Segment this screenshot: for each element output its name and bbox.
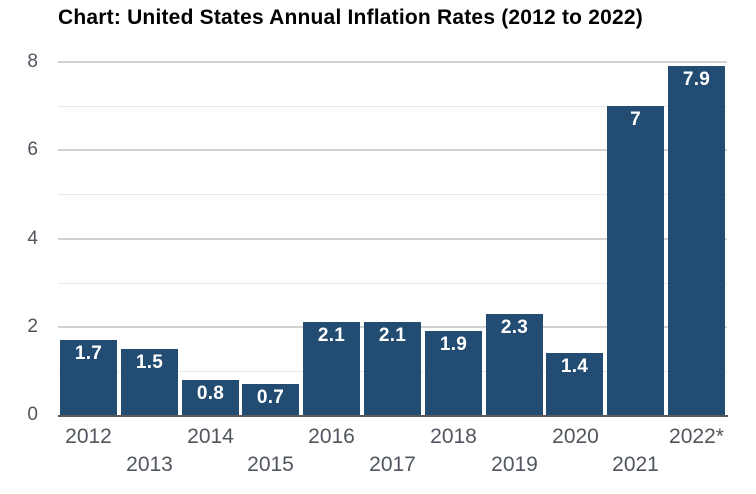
bar-2013: 1.5 — [121, 349, 178, 415]
x-tick-label-2022: 2022* — [669, 425, 724, 448]
bar-2018: 1.9 — [425, 331, 482, 415]
bar-2022: 7.9 — [668, 66, 725, 415]
bar-2012: 1.7 — [60, 340, 117, 415]
bar-value-label: 0.8 — [196, 383, 225, 404]
bar-2019: 2.3 — [486, 314, 543, 415]
bar-value-label: 0.7 — [256, 387, 285, 408]
bar-value-label: 7 — [630, 109, 641, 130]
y-tick-label-4: 4 — [27, 228, 38, 249]
plot-area: 1.7 1.5 0.8 0.7 2.1 2.1 1.9 2.3 1.4 7 7.9 — [58, 61, 727, 415]
y-tick-label-8: 8 — [27, 51, 38, 72]
minor-gridline — [58, 283, 727, 284]
chart-title: Chart: United States Annual Inflation Ra… — [58, 6, 643, 29]
x-tick-label-2013: 2013 — [126, 453, 173, 476]
bar-2020: 1.4 — [546, 353, 603, 415]
y-tick-label-6: 6 — [27, 139, 38, 160]
minor-gridline — [58, 194, 727, 195]
x-tick-label-2014: 2014 — [187, 425, 234, 448]
bar-value-label: 1.7 — [74, 343, 103, 364]
x-tick-label-2015: 2015 — [247, 453, 294, 476]
x-tick-label-2019: 2019 — [491, 453, 538, 476]
bar-2017: 2.1 — [364, 322, 421, 415]
y-tick-label-2: 2 — [27, 316, 38, 337]
major-gridline — [58, 149, 727, 151]
y-tick-label-0: 0 — [27, 404, 38, 425]
x-tick-label-2018: 2018 — [430, 425, 477, 448]
bar-value-label: 1.4 — [560, 356, 589, 377]
x-tick-label-2021: 2021 — [612, 453, 659, 476]
bar-value-label: 1.5 — [135, 352, 164, 373]
bar-value-label: 2.1 — [317, 325, 346, 346]
minor-gridline — [58, 106, 727, 107]
bar-value-label: 2.1 — [378, 325, 407, 346]
x-tick-label-2017: 2017 — [369, 453, 416, 476]
major-gridline — [58, 238, 727, 240]
x-tick-label-2016: 2016 — [308, 425, 355, 448]
bar-2021: 7 — [607, 106, 664, 415]
bar-2015: 0.7 — [242, 384, 299, 415]
x-axis-line — [58, 415, 728, 417]
bar-value-label: 1.9 — [439, 334, 468, 355]
major-gridline — [58, 61, 727, 63]
x-tick-label-2012: 2012 — [65, 425, 112, 448]
bar-value-label: 2.3 — [500, 317, 529, 338]
x-tick-label-2020: 2020 — [552, 425, 599, 448]
bar-2016: 2.1 — [303, 322, 360, 415]
bar-value-label: 7.9 — [682, 69, 711, 90]
bar-2014: 0.8 — [182, 380, 239, 415]
